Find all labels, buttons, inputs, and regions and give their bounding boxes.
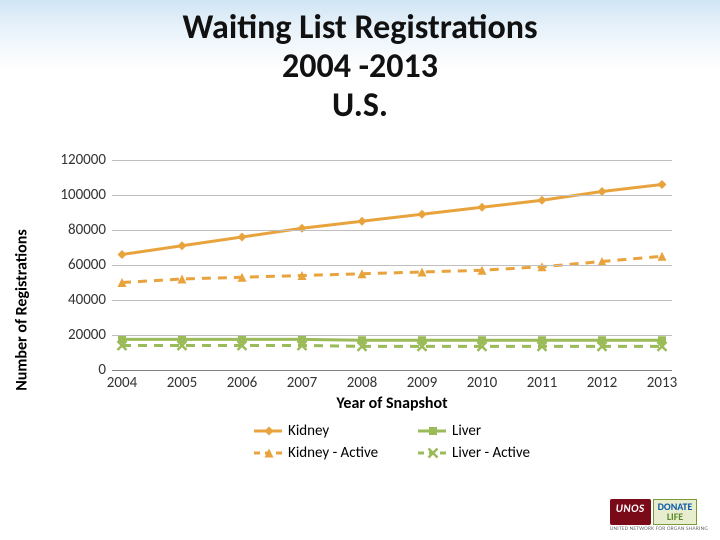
x-tick-label: 2004: [107, 374, 137, 392]
legend-label: Liver: [452, 422, 481, 440]
series-marker: [238, 233, 247, 242]
grid-line: [112, 230, 672, 231]
legend-column: Liver Liver - Active: [418, 422, 530, 462]
series-marker: [418, 210, 427, 219]
grid-line: [112, 160, 672, 161]
x-tick-label: 2008: [347, 374, 377, 392]
legend-swatch: [254, 446, 282, 460]
plot-area: 020000400006000080000100000120000: [112, 160, 672, 370]
title-line-3: U.S.: [0, 86, 720, 125]
legend-swatch: [418, 446, 446, 460]
x-tick-label: 2010: [467, 374, 497, 392]
grid-line: [112, 195, 672, 196]
series-line: [122, 256, 662, 282]
x-tick-label: 2007: [287, 374, 317, 392]
legend-label: Liver - Active: [452, 444, 530, 462]
legend-label: Kidney - Active: [288, 444, 378, 462]
series-marker: [298, 224, 307, 233]
title-line-1: Waiting List Registrations: [0, 8, 720, 47]
logo-tagline: UNITED NETWORK FOR ORGAN SHARING: [610, 526, 708, 532]
legend: Kidney Kidney - Active Liver Liver - Activ…: [112, 422, 672, 462]
legend-swatch: [254, 424, 282, 438]
grid-line: [112, 335, 672, 336]
legend-item: Liver - Active: [418, 444, 530, 462]
legend-swatch: [418, 424, 446, 438]
legend-label: Kidney: [288, 422, 329, 440]
x-tick-label: 2005: [167, 374, 197, 392]
chart-container: Number of Registrations 0200004000060000…: [32, 160, 692, 460]
legend-item: Kidney: [254, 422, 378, 440]
y-tick-label: 100000: [60, 186, 112, 204]
y-tick-label: 80000: [68, 221, 112, 239]
donate-life-logo: DONATE LIFE: [653, 499, 698, 525]
grid-line: [112, 300, 672, 301]
legend-column: Kidney Kidney - Active: [254, 422, 378, 462]
title-line-2: 2004 -2013: [0, 47, 720, 86]
unos-logo: UNOS: [610, 499, 651, 525]
series-marker: [658, 252, 667, 261]
series-marker: [658, 180, 667, 189]
x-tick-label: 2009: [407, 374, 437, 392]
chart-title: Waiting List Registrations 2004 -2013 U.…: [0, 0, 720, 125]
x-tick-label: 2013: [647, 374, 677, 392]
x-tick-label: 2011: [527, 374, 557, 392]
series-marker: [418, 268, 427, 277]
logo-block: UNOS DONATE LIFE UNITED NETWORK FOR ORGA…: [610, 499, 708, 532]
legend-item: Kidney - Active: [254, 444, 378, 462]
series-marker: [118, 250, 127, 259]
life-text: LIFE: [667, 510, 683, 523]
y-tick-label: 20000: [68, 326, 112, 344]
series-line: [122, 339, 662, 340]
y-tick-label: 40000: [68, 291, 112, 309]
series-marker: [538, 196, 547, 205]
y-tick-label: 120000: [60, 151, 112, 169]
series-marker: [358, 217, 367, 226]
grid-line: [112, 370, 672, 371]
series-marker: [478, 203, 487, 212]
y-tick-label: 60000: [68, 256, 112, 274]
legend-item: Liver: [418, 422, 530, 440]
x-axis-label: Year of Snapshot: [112, 394, 672, 413]
grid-line: [112, 265, 672, 266]
x-tick-label: 2012: [587, 374, 617, 392]
series-marker: [178, 241, 187, 250]
y-axis-label: Number of Registrations: [13, 229, 32, 390]
x-tick-label: 2006: [227, 374, 257, 392]
series-line: [122, 346, 662, 347]
